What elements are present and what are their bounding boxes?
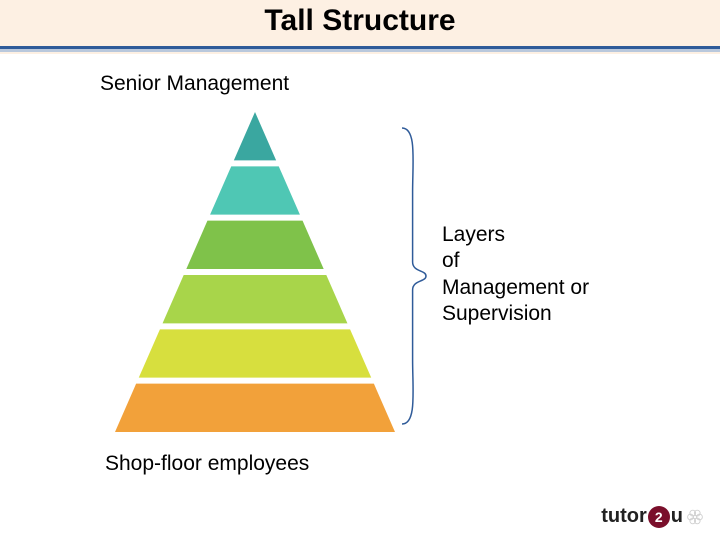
title-underline [0, 46, 720, 52]
page-title: Tall Structure [0, 0, 720, 46]
pyramid-diagram [115, 112, 395, 432]
logo-two-circle: 2 [648, 506, 670, 528]
logo-flower-icon [686, 508, 704, 526]
logo-tutor2u: tutor 2 u [601, 505, 704, 528]
label-layers-of-management: Layers of Management or Supervision [442, 222, 589, 327]
pyramid-layer [115, 384, 395, 432]
header-band: Tall Structure [0, 0, 720, 54]
logo-text-right: u [671, 505, 683, 528]
pyramid-layer [234, 112, 276, 160]
brace-layers [400, 126, 428, 426]
label-shop-floor: Shop-floor employees [105, 452, 309, 476]
brace-path [402, 128, 426, 424]
pyramid-layer [139, 329, 371, 377]
pyramid-layer [210, 166, 300, 214]
pyramid-layer [163, 275, 348, 323]
pyramid-layer [186, 221, 323, 269]
label-senior-management: Senior Management [100, 72, 289, 96]
underline-shadow [0, 49, 720, 52]
logo-text-left: tutor [601, 505, 647, 528]
